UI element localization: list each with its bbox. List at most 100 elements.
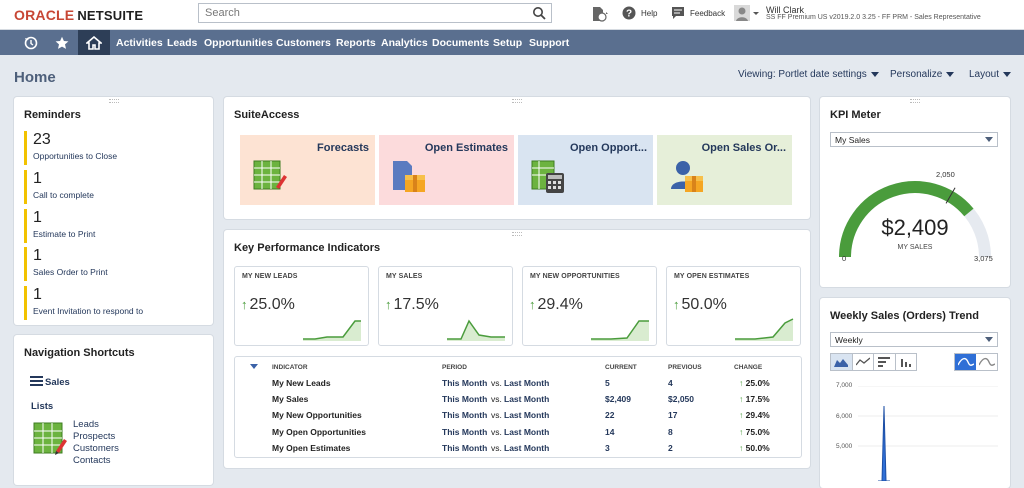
shortcut-customers[interactable]: Customers (73, 443, 119, 454)
reminder-label[interactable]: Opportunities to Close (33, 151, 118, 161)
sparkline (303, 320, 361, 341)
recent-icon[interactable] (16, 30, 46, 55)
reminder-count: 1 (33, 286, 42, 303)
shortcut-prospects[interactable]: Prospects (73, 431, 116, 442)
drag-handle[interactable] (512, 232, 522, 236)
search-input[interactable]: Search (198, 3, 552, 23)
estimate-document-icon (393, 161, 425, 192)
avatar[interactable] (734, 5, 760, 21)
period-last-month-link[interactable]: Last Month (504, 378, 550, 388)
nav-documents[interactable]: Documents (432, 37, 490, 49)
previous-value-link[interactable]: 8 (668, 427, 673, 437)
reminder-item[interactable]: 1 Estimate to Print (24, 209, 214, 243)
tile-open-sales-orders[interactable]: Open Sales Or... (657, 135, 792, 205)
nav-leads[interactable]: Leads (167, 37, 198, 49)
tile-forecasts[interactable]: Forecasts (240, 135, 375, 205)
feedback-link[interactable]: Feedback (690, 9, 726, 18)
tile-label: Open Opport... (570, 142, 647, 154)
collapse-chevron-icon[interactable] (250, 364, 258, 369)
period-last-month-link[interactable]: Last Month (504, 394, 550, 404)
tile-label: Open Sales Or... (701, 142, 786, 154)
curve-compare-icon[interactable] (976, 354, 997, 370)
gauge-max-label: 3,075 (974, 254, 993, 263)
indicator-name: My New Opportunities (272, 410, 362, 420)
sales-person-icon (671, 161, 703, 192)
nav-setup[interactable]: Setup (493, 37, 523, 49)
home-icon[interactable] (78, 30, 110, 55)
personalize-dropdown[interactable]: Personalize (890, 69, 955, 80)
nav-reports[interactable]: Reports (336, 37, 376, 49)
period-this-month-link[interactable]: This Month (442, 394, 488, 404)
change-value: ↑ 50.0% (739, 443, 770, 453)
nav-activities[interactable]: Activities (116, 37, 163, 49)
drag-handle[interactable] (910, 99, 920, 103)
favorites-star-icon[interactable] (47, 30, 77, 55)
recent-records-icon[interactable] (590, 5, 610, 23)
reminder-label[interactable]: Sales Order to Print (33, 267, 108, 277)
col-header-change: CHANGE (734, 364, 763, 371)
reminders-title: Reminders (24, 109, 81, 121)
previous-value-link[interactable]: 17 (668, 410, 678, 420)
shortcut-contacts[interactable]: Contacts (73, 455, 111, 466)
previous-value-link[interactable]: $2,050 (668, 394, 694, 404)
gauge-caption: MY SALES (897, 244, 933, 251)
arrow-up-icon: ↑ (529, 297, 536, 312)
kpi-card-percent: 25.0% (249, 296, 295, 313)
smooth-curve-icon[interactable] (955, 354, 977, 370)
kpi-card[interactable]: MY OPEN ESTIMATES ↑ 50.0% (666, 266, 801, 346)
bar-horizontal-icon[interactable] (874, 354, 896, 370)
current-value-link[interactable]: 14 (605, 427, 615, 437)
reminder-label[interactable]: Call to complete (33, 190, 94, 200)
reminder-item[interactable]: 1 Sales Order to Print (24, 247, 214, 281)
drag-handle[interactable] (109, 99, 119, 103)
period-this-month-link[interactable]: This Month (442, 378, 488, 388)
reminder-item[interactable]: 23 Opportunities to Close (24, 131, 214, 165)
netsuite-logo[interactable]: ORACLE NETSUITE (14, 7, 143, 23)
suiteaccess-portlet: SuiteAccess Forecasts Open Estimates Ope… (224, 97, 810, 219)
line-chart-icon[interactable] (853, 354, 874, 370)
reminder-item[interactable]: 1 Event Invitation to respond to (24, 286, 214, 320)
change-percent: 17.5% (745, 394, 770, 404)
previous-value-link[interactable]: 4 (668, 378, 673, 388)
current-value-link[interactable]: 22 (605, 410, 615, 420)
period-this-month-link[interactable]: This Month (442, 410, 488, 420)
current-value-link[interactable]: 5 (605, 378, 610, 388)
feedback-icon[interactable] (671, 6, 685, 20)
arrow-up-icon: ↑ (739, 410, 746, 420)
period-last-month-link[interactable]: Last Month (504, 443, 550, 453)
change-percent: 29.4% (745, 410, 770, 420)
help-link[interactable]: Help (641, 9, 658, 18)
viewing-dropdown[interactable]: Viewing: Portlet date settings (738, 69, 879, 80)
layout-dropdown[interactable]: Layout (969, 69, 1012, 80)
shortcut-sales[interactable]: Sales (45, 377, 70, 388)
kpi-card[interactable]: MY SALES ↑ 17.5% (378, 266, 513, 346)
current-value-link[interactable]: $2,409 (605, 394, 631, 404)
current-value-link[interactable]: 3 (605, 443, 610, 453)
previous-value-link[interactable]: 2 (668, 443, 673, 453)
period-last-month-link[interactable]: Last Month (504, 410, 550, 420)
bar-vertical-icon[interactable] (896, 354, 917, 370)
gauge-min-label: 0 (842, 254, 847, 263)
reminder-label[interactable]: Event Invitation to respond to (33, 306, 144, 316)
reminder-item[interactable]: 1 Call to complete (24, 170, 214, 204)
period-this-month-link[interactable]: This Month (442, 443, 488, 453)
shortcut-leads[interactable]: Leads (73, 419, 99, 430)
nav-support[interactable]: Support (529, 37, 570, 49)
area-chart-icon[interactable] (831, 354, 853, 370)
reminder-label[interactable]: Estimate to Print (33, 229, 96, 239)
tile-open-opportunities[interactable]: Open Opport... (518, 135, 653, 205)
trend-period-select[interactable]: Weekly (830, 332, 998, 347)
kpi-card[interactable]: MY NEW OPPORTUNITIES ↑ 29.4% (522, 266, 657, 346)
period-last-month-link[interactable]: Last Month (504, 427, 550, 437)
shortcut-lists[interactable]: Lists (31, 401, 54, 412)
drag-handle[interactable] (512, 99, 522, 103)
nav-analytics[interactable]: Analytics (381, 37, 428, 49)
nav-opportunities[interactable]: Opportunities (204, 37, 273, 49)
kpi-card[interactable]: MY NEW LEADS ↑ 25.0% (234, 266, 369, 346)
nav-customers[interactable]: Customers (276, 37, 331, 49)
kpi-meter-select[interactable]: My Sales (830, 132, 998, 147)
help-icon[interactable]: ? (622, 6, 636, 20)
period-this-month-link[interactable]: This Month (442, 427, 488, 437)
search-icon[interactable] (532, 6, 546, 20)
tile-open-estimates[interactable]: Open Estimates (379, 135, 514, 205)
